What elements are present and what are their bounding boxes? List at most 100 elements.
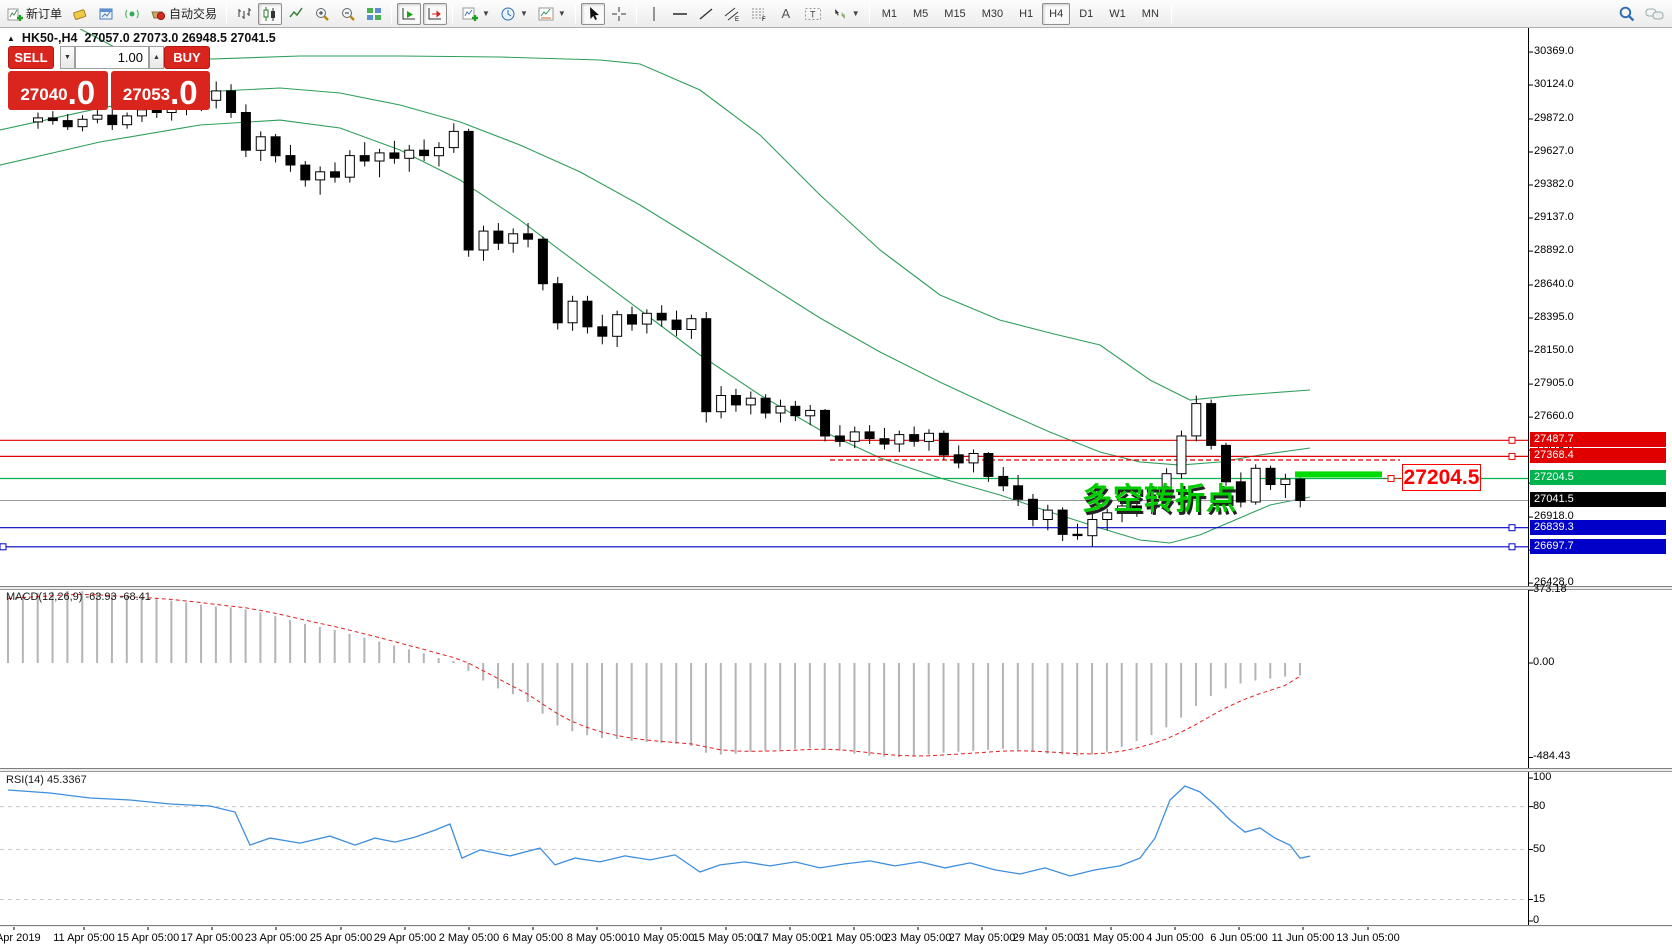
sell-price-fraction: .0: [67, 74, 96, 111]
date-axis-label: 17 May 05:00: [756, 932, 824, 944]
highlight-segment: [1295, 471, 1382, 478]
timeframe-button-m1[interactable]: M1: [881, 7, 897, 20]
price-level-label: 26697.7: [1530, 539, 1666, 554]
candle-body: [285, 155, 296, 166]
volume-input[interactable]: 1.00: [75, 46, 149, 69]
candle-chart-icon: [263, 6, 276, 21]
text-a-icon: A: [781, 6, 791, 21]
macd-axis-label: 0.00: [1533, 656, 1555, 668]
volume-decrease-button[interactable]: ▼: [60, 46, 75, 69]
candle-body: [92, 114, 103, 120]
date-axis-label: 23 May 05:00: [884, 932, 952, 944]
price-level-label: 26839.3: [1530, 520, 1666, 535]
timeframe-button-mn[interactable]: MN: [1141, 7, 1159, 20]
candle-body: [760, 397, 771, 414]
candle-body: [136, 109, 147, 117]
candle-body: [344, 155, 355, 178]
text-label-icon: T: [804, 7, 821, 20]
indicators-icon: [462, 7, 479, 21]
templates-button[interactable]: ▼: [534, 3, 570, 25]
horizontal-line-button[interactable]: [668, 3, 692, 25]
text-label-button[interactable]: T: [800, 3, 826, 25]
candle-body: [448, 130, 459, 149]
date-axis-label: 4 Jun 05:00: [1146, 932, 1204, 944]
cursor-button[interactable]: [580, 2, 605, 25]
vertical-line-button[interactable]: [642, 3, 666, 25]
price-callout[interactable]: 27204.5: [1402, 464, 1481, 491]
candle-body: [359, 155, 370, 162]
price-axis-label: 28640.0: [1534, 278, 1574, 290]
candle-body: [1191, 403, 1202, 437]
candle-body: [463, 130, 474, 251]
search-button[interactable]: [1614, 3, 1639, 25]
candle-body: [998, 475, 1009, 487]
timeframe-button-w1[interactable]: W1: [1109, 7, 1126, 20]
candle-body: [656, 312, 667, 321]
candle-body: [879, 438, 890, 445]
indicators-button[interactable]: ▼: [458, 3, 494, 25]
candle-body: [330, 171, 340, 178]
buy-price-display[interactable]: 27053 .0: [110, 71, 210, 110]
candle-body: [820, 409, 831, 437]
candle-body: [582, 300, 593, 328]
zoom-in-button[interactable]: [310, 3, 334, 25]
zoom-out-button[interactable]: [336, 3, 360, 25]
auto-trading-icon: [150, 6, 166, 22]
macd-pane-graphics: [7, 591, 1301, 758]
date-axis-label: 10 May 05:00: [627, 932, 695, 944]
candle-body: [849, 431, 860, 442]
collapse-triangle-icon[interactable]: ▲: [7, 33, 15, 43]
rsi-line: [7, 785, 1311, 877]
arrows-button[interactable]: ▼: [828, 3, 864, 25]
price-axis-label: 29382.0: [1534, 178, 1574, 190]
chevron-down-icon: ▼: [482, 9, 490, 18]
highlight-button[interactable]: [68, 3, 92, 25]
chat-button[interactable]: [1641, 3, 1669, 25]
sell-button[interactable]: SELL: [8, 46, 54, 69]
chart-overlay: [0, 436, 1516, 551]
timeframe-button-m30[interactable]: M30: [981, 7, 1004, 20]
new-order-button[interactable]: 新订单: [3, 3, 66, 25]
pane-divider-rsi[interactable]: [0, 768, 1672, 772]
timeframe-button-d1[interactable]: D1: [1079, 7, 1094, 20]
candle-body: [641, 312, 652, 325]
price-axis-label: 29137.0: [1534, 211, 1574, 223]
candle-body: [433, 147, 444, 157]
fibonacci-button[interactable]: F: [747, 3, 772, 25]
new-window-button[interactable]: [94, 3, 118, 25]
macd-indicator-label: MACD(12,26,9) -63.93 -68.41: [6, 591, 151, 603]
timeframe-button-h4[interactable]: H4: [1042, 2, 1071, 25]
sound-button[interactable]: [120, 3, 144, 25]
line-chart-button[interactable]: [284, 3, 308, 25]
auto-trading-button[interactable]: 自动交易: [146, 3, 221, 25]
text-button[interactable]: A: [774, 3, 798, 25]
trendline-icon: [699, 7, 713, 20]
candle-body: [745, 397, 756, 406]
candle-body: [523, 233, 534, 240]
timeframe-button-m15[interactable]: M15: [944, 7, 966, 20]
auto-scroll-button[interactable]: [397, 2, 422, 25]
auto-trading-label: 自动交易: [169, 7, 218, 21]
crosshair-button[interactable]: [607, 3, 631, 25]
bar-chart-button[interactable]: [232, 3, 256, 25]
periods-button[interactable]: ▼: [496, 3, 532, 25]
horizontal-level-lines[interactable]: [0, 439, 1528, 548]
channel-button[interactable]: E: [720, 3, 745, 25]
buy-button[interactable]: BUY: [164, 46, 210, 69]
timeframe-button-h1[interactable]: H1: [1019, 7, 1034, 20]
tile-windows-button[interactable]: [362, 3, 386, 25]
candle-body: [240, 112, 251, 151]
timeframe-button-m5[interactable]: M5: [913, 7, 929, 20]
sell-price-display[interactable]: 27040 .0: [8, 71, 108, 110]
date-axis-label: 23 Apr 05:00: [244, 932, 308, 944]
line-handle: [1508, 543, 1516, 551]
annotation-text[interactable]: 多空转折点: [1082, 483, 1237, 516]
candle-body: [107, 114, 118, 126]
volume-increase-button[interactable]: ▲: [149, 46, 164, 69]
chart-shift-button[interactable]: [423, 2, 448, 25]
candle-body: [404, 149, 415, 159]
pane-divider-macd[interactable]: [0, 586, 1672, 590]
trendline-button[interactable]: [694, 3, 718, 25]
chip-icon: [72, 6, 88, 22]
candle-chart-button[interactable]: [258, 2, 283, 25]
